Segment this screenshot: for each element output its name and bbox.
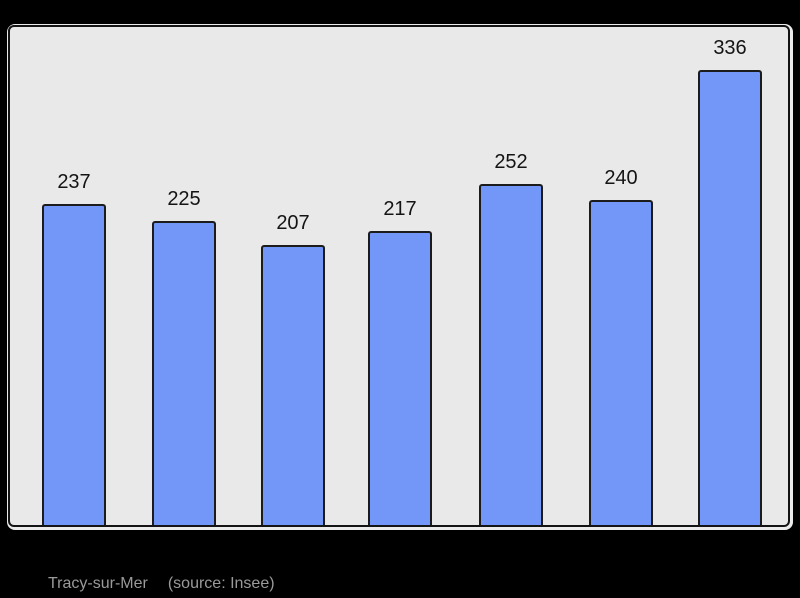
bar: [152, 221, 216, 525]
bar-chart-plot-area: 237 225 207 217 252 240 336: [10, 27, 788, 525]
chart-frame: 237 225 207 217 252 240 336: [8, 25, 790, 527]
bar-value-label: 237: [57, 171, 91, 193]
bar-value-label: 252: [494, 151, 528, 173]
bar-value-label: 217: [383, 198, 417, 220]
chart-caption: Tracy-sur-Mer (source: Insee): [48, 575, 275, 592]
bar: [368, 231, 432, 525]
bar: [589, 200, 653, 525]
bar: [42, 204, 106, 525]
bar-value-label: 240: [604, 167, 638, 189]
bar-value-label: 207: [276, 212, 310, 234]
bar-value-label: 225: [167, 188, 201, 210]
bar-value-label: 336: [713, 37, 747, 59]
caption-source: (source: Insee): [167, 575, 275, 592]
bar: [261, 245, 325, 525]
bar: [479, 184, 543, 525]
caption-commune-name: Tracy-sur-Mer: [48, 575, 148, 592]
bar: [698, 70, 762, 525]
